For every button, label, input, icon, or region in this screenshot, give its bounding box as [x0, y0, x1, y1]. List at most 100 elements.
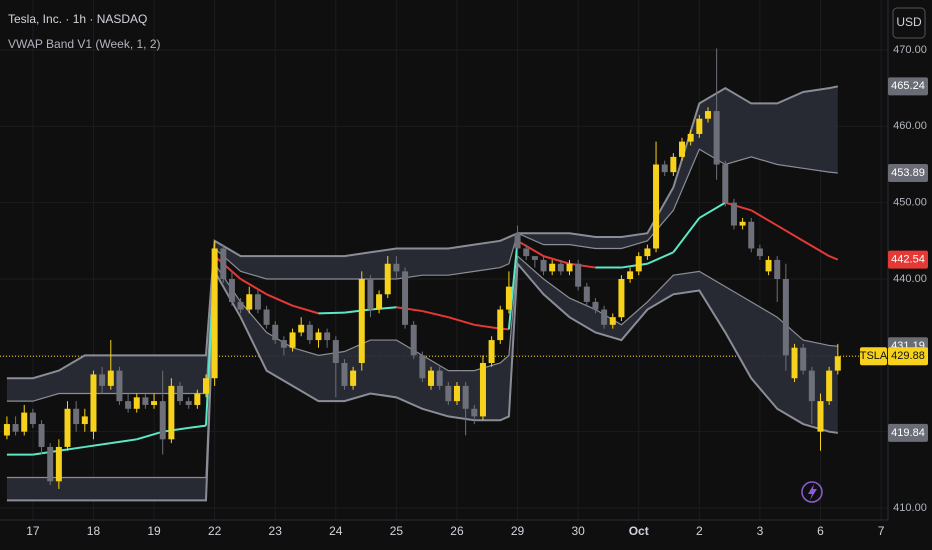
- candle-body: [306, 324, 313, 341]
- band-price-label-box: [888, 163, 928, 182]
- candle-body: [627, 271, 634, 280]
- x-tick-label: 6: [817, 524, 824, 538]
- candle-body: [202, 378, 209, 394]
- candle-body: [653, 164, 660, 249]
- candle-body: [73, 408, 80, 425]
- band-price-label-box: [888, 423, 928, 442]
- currency-button[interactable]: [892, 7, 926, 39]
- band-line: [6, 85, 839, 380]
- candle-body: [341, 362, 348, 386]
- candle-body: [21, 412, 28, 432]
- candle-body: [402, 271, 409, 325]
- vwap-segment: [698, 201, 726, 219]
- candle-body: [826, 370, 833, 402]
- candles: [3, 48, 841, 489]
- vwap-segment: [266, 293, 293, 307]
- candle-body: [168, 385, 175, 440]
- band-line: [6, 254, 838, 479]
- candle-body: [644, 248, 651, 257]
- candle-body: [254, 294, 261, 310]
- candle-body: [142, 397, 149, 405]
- candle-body: [107, 370, 114, 386]
- vwap-segment: [162, 426, 189, 433]
- vwap-segment: [802, 239, 830, 257]
- band-price-label: 453.89: [891, 167, 925, 179]
- candle-body: [315, 332, 322, 341]
- currency-label[interactable]: USD: [896, 15, 922, 29]
- band-price-label: 465.24: [891, 80, 925, 92]
- candle-body: [3, 424, 10, 436]
- candle-body: [419, 355, 426, 379]
- candle-body: [531, 256, 538, 260]
- candle-body: [791, 347, 798, 379]
- icon-ring[interactable]: [801, 481, 823, 503]
- vwap-segment: [569, 262, 596, 269]
- candle-body: [756, 248, 763, 257]
- symbol-tag: TSLA: [860, 350, 888, 362]
- candle-body: [99, 374, 106, 386]
- vwap-segment: [136, 430, 163, 441]
- candle-body: [151, 401, 158, 405]
- candle-body: [436, 370, 443, 386]
- candle-body: [410, 324, 417, 356]
- x-tick-label: 24: [329, 524, 343, 538]
- candle-body: [765, 259, 772, 272]
- x-tick-label: 19: [147, 524, 161, 538]
- candle-body: [47, 446, 54, 482]
- y-tick-label: 470.00: [893, 44, 927, 56]
- vwap-segment: [396, 306, 423, 313]
- candle-body: [834, 356, 841, 371]
- candle-body: [211, 248, 218, 379]
- candle-body: [246, 294, 253, 310]
- vwap-segment: [110, 438, 137, 445]
- x-tick-label: 7: [878, 524, 885, 538]
- x-tick-label: 3: [757, 524, 764, 538]
- band-fills: [6, 86, 838, 501]
- x-tick-label: 18: [87, 524, 101, 538]
- candle-body: [722, 164, 729, 203]
- candle-body: [445, 385, 452, 402]
- candle-body: [125, 401, 132, 409]
- vwap-segment: [517, 239, 545, 257]
- y-tick-label: 460.00: [893, 120, 927, 132]
- y-tick-label: 450.00: [893, 197, 927, 209]
- candle-body: [263, 309, 270, 325]
- candle-body: [479, 362, 486, 417]
- vwap-segment: [370, 306, 397, 311]
- candle-body: [133, 397, 140, 409]
- vwap-segment: [828, 255, 839, 261]
- candle-body: [81, 416, 88, 425]
- candle-body: [679, 141, 686, 157]
- candle-body: [228, 279, 235, 302]
- candle-body: [566, 263, 573, 272]
- candle-body: [592, 301, 599, 310]
- candle-body: [782, 279, 789, 356]
- x-tick-label: 22: [208, 524, 222, 538]
- lightning-icon[interactable]: [801, 481, 823, 503]
- candle-body: [90, 374, 97, 432]
- candle-body: [471, 408, 478, 417]
- icon-bolt[interactable]: [808, 484, 817, 500]
- candle-body: [159, 401, 166, 440]
- candle-body: [713, 111, 720, 165]
- candle-body: [609, 317, 616, 325]
- candle-body: [29, 412, 36, 425]
- y-tick-label: 440.00: [893, 273, 927, 285]
- band-line: [6, 261, 838, 502]
- x-tick-label: Oct: [629, 524, 649, 538]
- candle-body: [289, 332, 296, 348]
- candle-body: [661, 164, 668, 173]
- candle-body: [12, 424, 19, 432]
- vwap-segment: [422, 310, 449, 319]
- candle-body: [324, 332, 331, 341]
- x-tick-label: 23: [269, 524, 283, 538]
- vwap-segment: [776, 224, 804, 242]
- candle-body: [575, 263, 582, 287]
- candle-body: [557, 263, 564, 272]
- candle-body: [748, 221, 755, 249]
- candle-body: [350, 370, 357, 386]
- candle-body: [488, 340, 495, 363]
- candle-body: [523, 248, 530, 257]
- indicator-label: VWAP Band V1 (Week, 1, 2): [8, 37, 161, 51]
